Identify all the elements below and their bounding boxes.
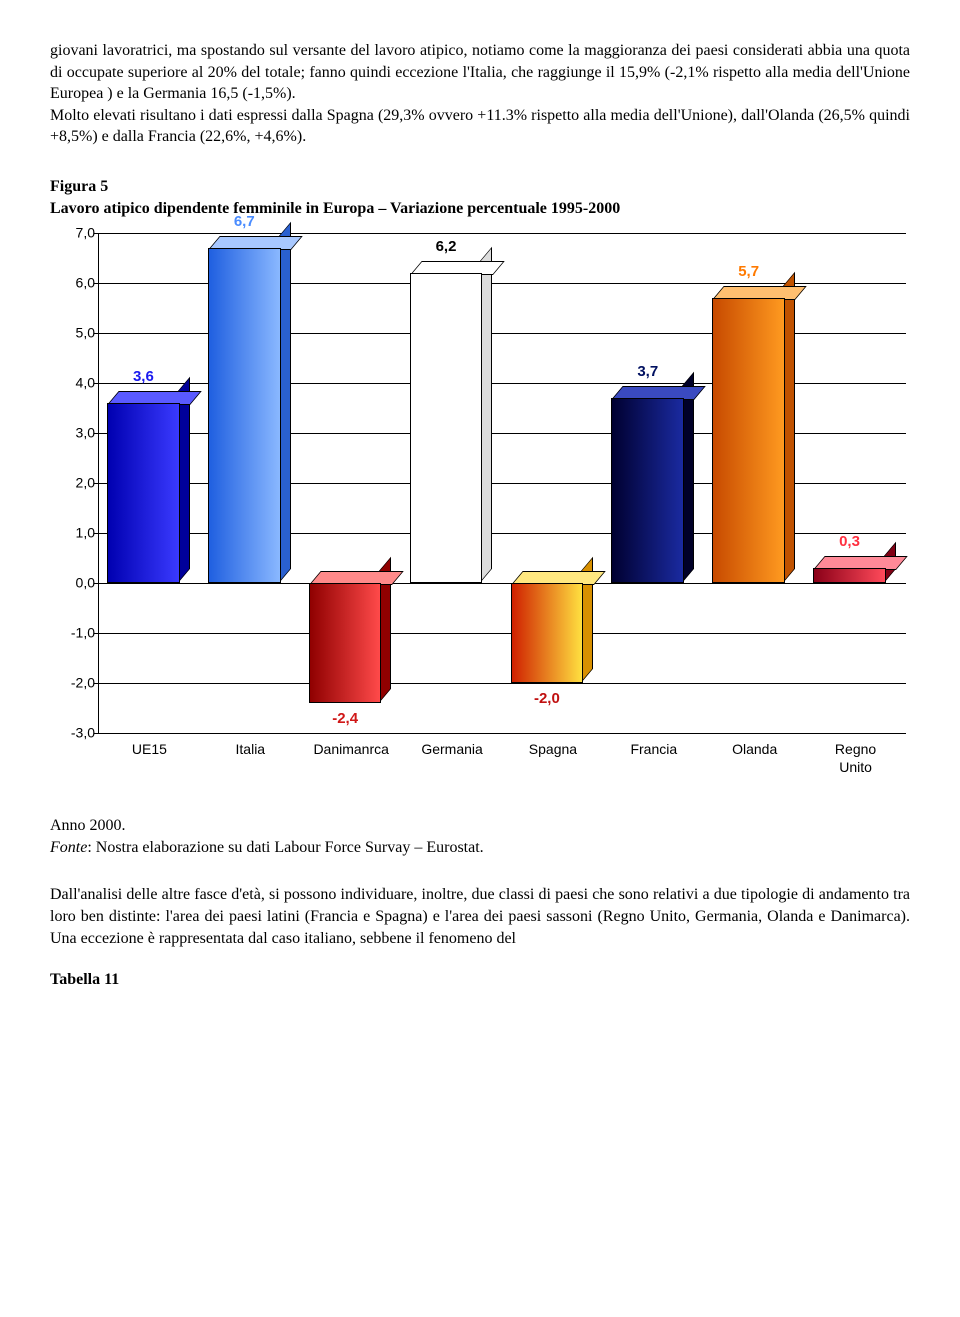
bar-slot: Italia6,7	[200, 233, 301, 733]
value-label: 0,3	[839, 532, 860, 552]
caption-source: Fonte: Nostra elaborazione su dati Labou…	[50, 837, 910, 859]
value-label: 6,7	[234, 212, 255, 232]
caption-source-label: Fonte	[50, 839, 87, 856]
value-label: -2,4	[332, 709, 358, 729]
body-paragraph-1: giovani lavoratrici, ma spostando sul ve…	[50, 40, 910, 148]
y-axis-label: 0,0	[55, 574, 95, 593]
value-label: 5,7	[738, 262, 759, 282]
y-axis-label: 5,0	[55, 324, 95, 343]
x-axis-label: Regno Unito	[835, 741, 876, 776]
bar-front	[208, 248, 281, 583]
bar: -2,4	[309, 583, 382, 703]
caption-year: Anno 2000.	[50, 815, 910, 837]
x-axis-label: Spagna	[529, 741, 577, 759]
table-label: Tabella 11	[50, 969, 910, 991]
bar-slot: Francia3,7	[603, 233, 704, 733]
x-axis-label: UE15	[132, 741, 167, 759]
value-label: 3,6	[133, 367, 154, 387]
bar-slot: Germania6,2	[402, 233, 503, 733]
caption-source-text: : Nostra elaborazione su dati Labour For…	[87, 839, 483, 856]
bar-front	[611, 398, 684, 583]
y-axis-label: 3,0	[55, 424, 95, 443]
bar-chart: -3,0-2,0-1,00,01,02,03,04,05,06,07,0UE15…	[50, 233, 910, 773]
bar-front	[410, 273, 483, 583]
chart-caption: Anno 2000. Fonte: Nostra elaborazione su…	[50, 815, 910, 858]
bar-front	[107, 403, 180, 583]
value-label: -2,0	[534, 689, 560, 709]
bar-front	[813, 568, 886, 583]
body-paragraph-2: Dall'analisi delle altre fasce d'età, si…	[50, 884, 910, 949]
bar-slot: Danimanrca-2,4	[301, 233, 402, 733]
y-axis-label: 6,0	[55, 274, 95, 293]
x-axis-label: Danimanrca	[313, 741, 388, 759]
bar-front	[712, 298, 785, 583]
y-axis-label: -2,0	[55, 674, 95, 693]
x-axis-label: Olanda	[732, 741, 777, 759]
bar: 6,2	[410, 273, 483, 583]
x-axis-label: Francia	[630, 741, 677, 759]
bar: 3,7	[611, 398, 684, 583]
bar-slot: Olanda5,7	[704, 233, 805, 733]
bar: 5,7	[712, 298, 785, 583]
text: Molto elevati risultano i dati espressi …	[50, 107, 910, 146]
text: giovani lavoratrici, ma spostando sul ve…	[50, 42, 910, 102]
bar-slot: Regno Unito0,3	[805, 233, 906, 733]
bar-front	[511, 583, 584, 683]
y-axis-label: 7,0	[55, 224, 95, 243]
bar-front	[309, 583, 382, 703]
y-axis-label: -3,0	[55, 724, 95, 743]
bar: 0,3	[813, 568, 886, 583]
bar: -2,0	[511, 583, 584, 683]
x-axis-label: Italia	[236, 741, 266, 759]
bar-slot: Spagna-2,0	[503, 233, 604, 733]
gridline	[99, 733, 906, 734]
x-axis-label: Germania	[421, 741, 482, 759]
bar: 3,6	[107, 403, 180, 583]
y-axis-label: 1,0	[55, 524, 95, 543]
figure-label: Figura 5	[50, 176, 910, 198]
bar: 6,7	[208, 248, 281, 583]
value-label: 3,7	[637, 362, 658, 382]
y-axis-label: -1,0	[55, 624, 95, 643]
figure-title: Lavoro atipico dipendente femminile in E…	[50, 198, 910, 220]
value-label: 6,2	[436, 237, 457, 257]
y-axis-label: 4,0	[55, 374, 95, 393]
y-axis-label: 2,0	[55, 474, 95, 493]
bar-slot: UE153,6	[99, 233, 200, 733]
